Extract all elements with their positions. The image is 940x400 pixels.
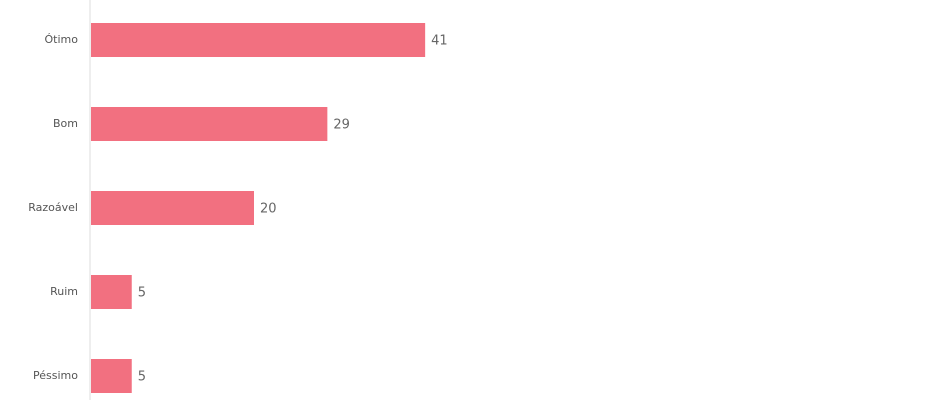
bar-2 <box>91 191 254 225</box>
value-label-1: 29 <box>333 118 350 133</box>
value-label-3: 5 <box>138 286 146 301</box>
category-label-0: Ótimo <box>45 33 79 46</box>
bar-1 <box>91 107 328 141</box>
category-label-3: Ruim <box>50 285 78 298</box>
category-label-2: Razoável <box>28 201 78 214</box>
value-labels-group: 41 29 20 5 5 <box>138 34 448 385</box>
category-label-1: Bom <box>53 117 78 130</box>
value-label-2: 20 <box>260 202 277 217</box>
category-label-4: Péssimo <box>33 369 78 382</box>
bar-0 <box>91 23 426 57</box>
value-label-0: 41 <box>431 34 448 49</box>
bar-3 <box>91 275 132 309</box>
category-labels-group: Ótimo Bom Razoável Ruim Péssimo <box>28 33 78 382</box>
value-label-4: 5 <box>138 370 146 385</box>
bars-group <box>91 23 426 393</box>
bar-4 <box>91 359 132 393</box>
